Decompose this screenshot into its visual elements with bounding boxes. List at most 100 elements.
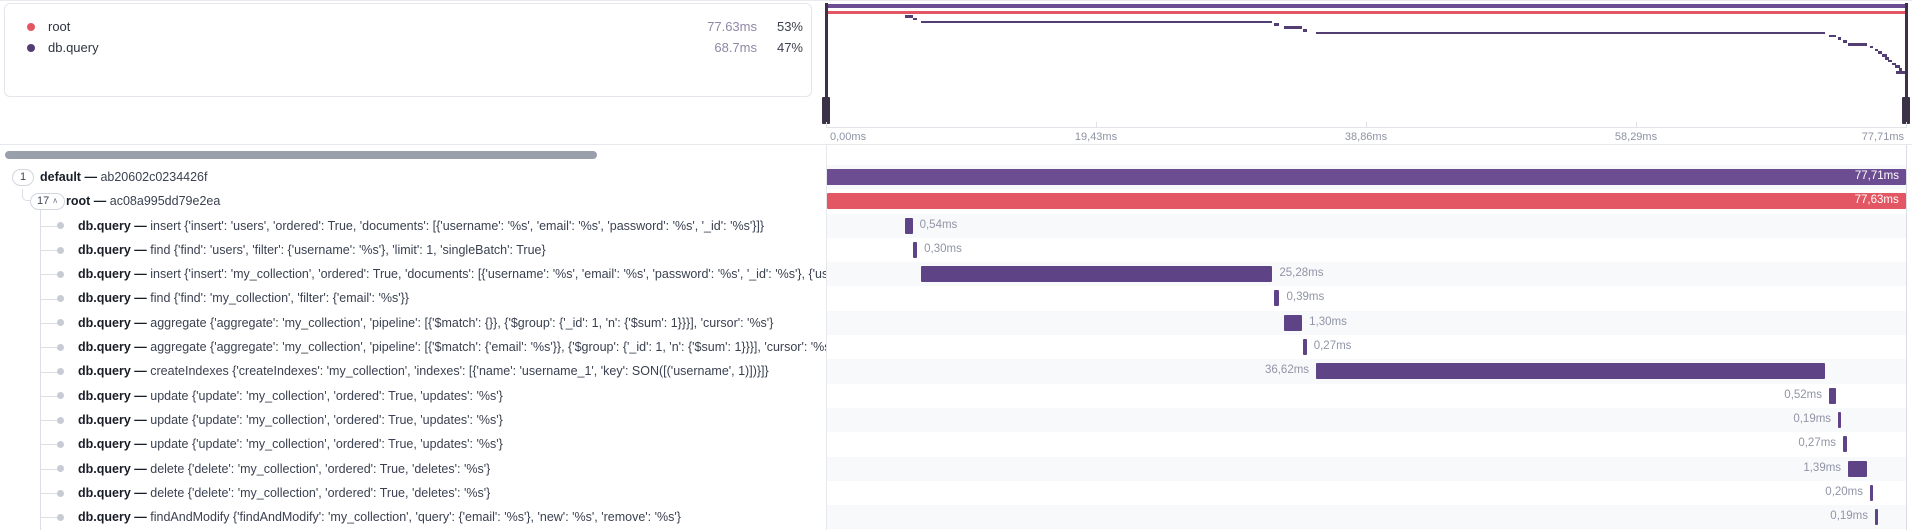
name-detail-separator: — bbox=[130, 242, 151, 257]
waterfall-row[interactable]: db.query — findAndModify {'findAndModify… bbox=[0, 505, 1906, 530]
span-duration-bar[interactable] bbox=[1316, 363, 1825, 380]
span-duration-label: 36,62ms bbox=[1264, 364, 1310, 377]
span-name: db.query bbox=[78, 340, 131, 355]
minimap-span-line bbox=[1891, 62, 1896, 66]
span-duration-label: 77,71ms bbox=[1854, 170, 1899, 182]
row-text: db.query — update {'update': 'my_collect… bbox=[78, 408, 503, 432]
span-dot-icon bbox=[57, 343, 64, 351]
horizontal-scrollbar-thumb[interactable] bbox=[5, 151, 597, 159]
span-duration-bar[interactable] bbox=[1870, 484, 1873, 501]
span-query-detail: update {'update': 'my_collection', 'orde… bbox=[150, 412, 503, 427]
axis-tick-label: 19,43ms bbox=[1074, 131, 1118, 143]
span-duration-bar[interactable] bbox=[1875, 509, 1878, 526]
span-duration-bar[interactable] bbox=[1838, 411, 1841, 428]
name-detail-separator: — bbox=[130, 461, 151, 476]
span-duration-label: 0,27ms bbox=[1313, 340, 1352, 353]
name-detail-separator: — bbox=[130, 315, 151, 330]
span-query-detail: delete {'delete': 'my_collection', 'orde… bbox=[150, 461, 491, 476]
waterfall-row-label-cell: db.query — update {'update': 'my_collect… bbox=[0, 407, 826, 433]
minimap-span-line bbox=[1838, 37, 1841, 40]
tree-elbow-connector bbox=[22, 189, 30, 202]
waterfall-row[interactable]: db.query — delete {'delete': 'my_collect… bbox=[0, 480, 1906, 506]
waterfall-row-label-cell: db.query — delete {'delete': 'my_collect… bbox=[0, 480, 826, 506]
span-name: db.query bbox=[78, 242, 131, 257]
waterfall-row[interactable]: db.query — update {'update': 'my_collect… bbox=[0, 432, 1906, 457]
span-duration-bar[interactable] bbox=[921, 266, 1273, 283]
span-duration-bar[interactable]: 77,71ms bbox=[826, 169, 1906, 185]
minimap-span-line bbox=[905, 15, 913, 18]
span-duration-bar[interactable] bbox=[1284, 314, 1303, 331]
span-duration-bar[interactable] bbox=[905, 217, 913, 234]
waterfall-row[interactable]: db.query — aggregate {'aggregate': 'my_c… bbox=[0, 310, 1906, 336]
waterfall-row[interactable]: db.query — insert {'insert': 'my_collect… bbox=[0, 262, 1906, 287]
span-duration-bar[interactable] bbox=[913, 241, 918, 258]
waterfall-row[interactable]: db.query — insert {'insert': 'users', 'o… bbox=[0, 213, 1906, 238]
legend-label: db.query bbox=[48, 40, 99, 55]
span-duration-bar[interactable] bbox=[1274, 290, 1280, 307]
waterfall-section: 1 default — ab20602c0234426f 77,71ms 17 ∧ roo… bbox=[0, 144, 1912, 530]
waterfall-row[interactable]: db.query — createIndexes {'createIndexes… bbox=[0, 359, 1906, 384]
legend-item[interactable]: root 77.63ms 53% bbox=[27, 16, 803, 37]
tree-horizontal-connector bbox=[41, 250, 57, 252]
minimap-span-line bbox=[1875, 48, 1878, 52]
waterfall-row-label-cell: db.query — findAndModify {'findAndModify… bbox=[0, 505, 826, 530]
axis-tick-label: 58,29ms bbox=[1614, 131, 1658, 143]
tree-horizontal-connector bbox=[41, 225, 57, 227]
span-name: db.query bbox=[78, 388, 131, 403]
waterfall-row-bar-cell: 77,71ms bbox=[826, 165, 1906, 190]
waterfall-row[interactable]: db.query — find {'find': 'my_collection'… bbox=[0, 286, 1906, 311]
span-duration-bar[interactable] bbox=[1843, 436, 1847, 453]
waterfall-row-label-cell: db.query — insert {'insert': 'users', 'o… bbox=[0, 213, 826, 238]
trace-id: ab20602c0234426f bbox=[100, 170, 208, 184]
span-dot-icon bbox=[57, 416, 64, 424]
span-name: db.query bbox=[78, 510, 131, 525]
span-duration-bar[interactable]: 77,63ms bbox=[826, 193, 1906, 210]
waterfall-row[interactable]: db.query — find {'find': 'users', 'filte… bbox=[0, 237, 1906, 263]
axis-tick-label: 77,71ms bbox=[1861, 131, 1904, 143]
span-name: root bbox=[66, 194, 91, 209]
span-collapse-badge[interactable]: 17 ∧ bbox=[30, 192, 66, 210]
waterfall-row-bar-cell: 77,63ms bbox=[826, 189, 1906, 213]
tree-horizontal-connector bbox=[41, 371, 57, 373]
span-name: db.query bbox=[78, 364, 131, 379]
horizontal-scrollbar[interactable] bbox=[0, 145, 826, 165]
tree-horizontal-connector bbox=[41, 468, 57, 470]
waterfall-row[interactable]: 1 default — ab20602c0234426f 77,71ms bbox=[0, 165, 1906, 190]
name-detail-separator: — bbox=[130, 388, 151, 403]
span-duration-bar[interactable] bbox=[1829, 387, 1837, 404]
tree-horizontal-connector bbox=[41, 444, 57, 446]
span-dot-icon bbox=[57, 489, 64, 497]
row-text: default — ab20602c0234426f bbox=[40, 165, 208, 189]
tree-horizontal-connector bbox=[41, 347, 57, 349]
waterfall-row-label-cell: db.query — update {'update': 'my_collect… bbox=[0, 432, 826, 457]
span-name: db.query bbox=[78, 461, 131, 476]
span-duration-bar[interactable] bbox=[1848, 460, 1868, 477]
waterfall-row[interactable]: db.query — delete {'delete': 'my_collect… bbox=[0, 456, 1906, 481]
span-duration-label: 0,27ms bbox=[1798, 437, 1837, 450]
minimap-span-line bbox=[1274, 23, 1280, 26]
waterfall-row[interactable]: db.query — update {'update': 'my_collect… bbox=[0, 383, 1906, 408]
minimap-span-line bbox=[1848, 43, 1868, 46]
span-duration-label: 1,30ms bbox=[1309, 315, 1347, 328]
waterfall-row[interactable]: db.query — update {'update': 'my_collect… bbox=[0, 407, 1906, 433]
waterfall-row-bar-cell: 0,27ms bbox=[826, 432, 1906, 456]
minimap-span-line bbox=[826, 4, 1906, 8]
minimap-left-handle[interactable] bbox=[822, 3, 830, 124]
row-text: db.query — insert {'insert': 'users', 'o… bbox=[78, 214, 764, 238]
waterfall-row[interactable]: db.query — aggregate {'aggregate': 'my_c… bbox=[0, 335, 1906, 360]
trace-minimap[interactable]: 0,00ms 19,43ms 38,86ms 58,29ms 77,71ms bbox=[822, 1, 1910, 144]
span-name: db.query bbox=[78, 315, 131, 330]
legend-item[interactable]: db.query 68.7ms 47% bbox=[27, 37, 803, 58]
minimap-left-handle-grip[interactable] bbox=[822, 97, 830, 124]
minimap-right-handle[interactable] bbox=[1902, 3, 1910, 124]
row-text: db.query — aggregate {'aggregate': 'my_c… bbox=[78, 335, 826, 359]
waterfall-row-bar-cell: 0,54ms bbox=[826, 213, 1906, 238]
waterfall-row[interactable]: 17 ∧ root — ac08a995dd79e2ea 77,63ms bbox=[0, 189, 1906, 214]
span-duration-bar[interactable] bbox=[1302, 339, 1307, 356]
minimap-right-handle-grip[interactable] bbox=[1902, 97, 1910, 124]
panel-divider bbox=[826, 145, 827, 530]
span-duration-label: 0,30ms bbox=[924, 242, 962, 255]
row-text: db.query — find {'find': 'my_collection'… bbox=[78, 286, 409, 310]
name-detail-separator: — bbox=[130, 364, 151, 379]
minimap-span-line bbox=[913, 17, 918, 21]
